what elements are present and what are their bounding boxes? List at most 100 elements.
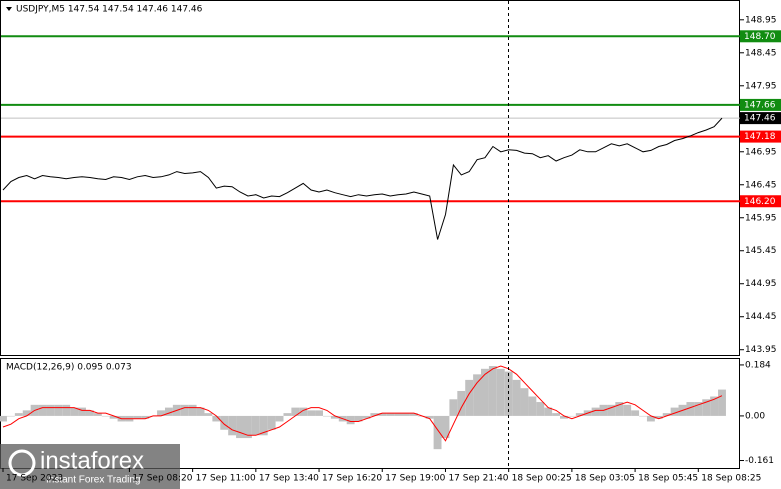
macd-bar bbox=[694, 402, 703, 416]
macd-bar bbox=[536, 402, 545, 416]
macd-bar bbox=[591, 407, 600, 416]
x-tick-label: 18 Sep 05:45 bbox=[638, 474, 698, 484]
y-tick-label: 0.184 bbox=[745, 360, 771, 370]
macd-bar bbox=[204, 413, 213, 416]
macd-bar bbox=[425, 415, 434, 419]
macd-bar bbox=[78, 407, 86, 416]
macd-bar bbox=[646, 415, 655, 422]
y-tick-label: 143.95 bbox=[745, 345, 777, 355]
macd-bar bbox=[378, 413, 387, 416]
macd-bar bbox=[639, 415, 647, 417]
macd-bar bbox=[409, 413, 418, 416]
macd-bar bbox=[567, 415, 576, 417]
macd-bar bbox=[433, 415, 442, 450]
macd-title: MACD(12,26,9) 0.095 0.073 bbox=[6, 363, 132, 373]
y-tick-label: -0.161 bbox=[745, 456, 774, 466]
macd-bar bbox=[402, 413, 410, 416]
watermark-brand: instaforex bbox=[40, 447, 144, 474]
x-tick-label: 17 Sep 21:40 bbox=[448, 474, 508, 484]
macd-bar bbox=[46, 404, 55, 416]
macd-bar bbox=[291, 407, 300, 416]
macd-bar bbox=[560, 415, 568, 419]
y-tick-label: 148.95 bbox=[745, 15, 777, 25]
x-tick-label: 18 Sep 08:25 bbox=[701, 474, 761, 484]
macd-bar bbox=[141, 415, 150, 419]
macd-bar bbox=[512, 379, 521, 416]
macd-bar bbox=[662, 413, 671, 416]
x-tick-label: 17 Sep 11:00 bbox=[196, 474, 256, 484]
macd-bar bbox=[386, 413, 395, 416]
macd-bar bbox=[109, 415, 118, 419]
macd-bar bbox=[686, 402, 695, 416]
macd-bar bbox=[251, 415, 260, 436]
macd-bar bbox=[85, 410, 94, 416]
signal-line bbox=[2, 365, 723, 442]
macd-bar bbox=[394, 413, 403, 416]
y-tick-label: 148.45 bbox=[745, 48, 777, 58]
macd-bar bbox=[481, 368, 489, 416]
macd-bar bbox=[14, 413, 23, 416]
macd-bar bbox=[133, 415, 142, 419]
macd-bar bbox=[615, 402, 624, 416]
level-label-box bbox=[740, 130, 781, 143]
macd-bar bbox=[283, 413, 292, 416]
macd-bar bbox=[275, 415, 284, 422]
y-tick-label: 145.95 bbox=[745, 213, 777, 223]
macd-bar bbox=[520, 388, 529, 416]
macd-bar bbox=[322, 415, 331, 417]
level-label: 147.18 bbox=[744, 132, 776, 142]
macd-bar bbox=[654, 415, 663, 419]
macd-bar bbox=[70, 407, 79, 416]
macd-bar bbox=[441, 415, 450, 439]
y-tick-label: 0.00 bbox=[745, 411, 765, 421]
macd-bar bbox=[157, 410, 165, 416]
macd-bar bbox=[307, 410, 316, 416]
last-price-label: 147.46 bbox=[744, 114, 776, 124]
level-label-box bbox=[740, 98, 781, 111]
macd-bar bbox=[220, 415, 229, 430]
macd-bar bbox=[631, 410, 640, 416]
level-label-box bbox=[740, 195, 781, 208]
macd-bar bbox=[473, 374, 482, 416]
x-tick-label: 17 Sep 08:20 bbox=[132, 474, 192, 484]
level-label: 146.20 bbox=[744, 197, 776, 207]
macd-bar bbox=[164, 407, 173, 416]
y-tick-label: 144.95 bbox=[745, 279, 777, 289]
y-tick-label: 144.45 bbox=[745, 312, 777, 322]
macd-bar bbox=[670, 407, 679, 416]
macd-bar bbox=[710, 396, 719, 416]
macd-bar bbox=[299, 407, 308, 416]
watermark: instaforex Instant Forex Trading bbox=[0, 444, 180, 489]
x-tick-label: 18 Sep 03:05 bbox=[575, 474, 635, 484]
macd-bar bbox=[38, 404, 47, 416]
macd-bar bbox=[259, 415, 268, 436]
macd-bar bbox=[449, 399, 458, 416]
macd-bar bbox=[62, 404, 71, 416]
macd-bar bbox=[488, 366, 497, 416]
x-tick-label: 18 Sep 00:25 bbox=[512, 474, 572, 484]
macd-bar bbox=[702, 399, 711, 416]
macd-bar bbox=[575, 413, 584, 416]
watermark-box bbox=[0, 444, 180, 489]
last-price-box bbox=[740, 112, 781, 125]
macd-bar bbox=[330, 415, 339, 419]
y-tick-label: 146.95 bbox=[745, 147, 777, 157]
macd-bar bbox=[354, 415, 363, 422]
y-tick-label: 147.95 bbox=[745, 81, 777, 91]
macd-bar bbox=[101, 415, 110, 417]
macd-bar bbox=[22, 410, 31, 416]
level-label: 147.66 bbox=[744, 100, 776, 110]
macd-bar bbox=[54, 404, 63, 416]
x-tick-label: 17 Sep 19:00 bbox=[385, 474, 445, 484]
macd-bar bbox=[370, 413, 379, 416]
macd-bar bbox=[6, 415, 15, 417]
price-line bbox=[2, 117, 723, 240]
macd-bar bbox=[528, 396, 537, 416]
macd-bar bbox=[93, 413, 102, 416]
macd-bar bbox=[228, 415, 237, 436]
macd-bar bbox=[496, 368, 505, 416]
macd-bar bbox=[267, 415, 276, 430]
macd-bar bbox=[465, 379, 474, 416]
